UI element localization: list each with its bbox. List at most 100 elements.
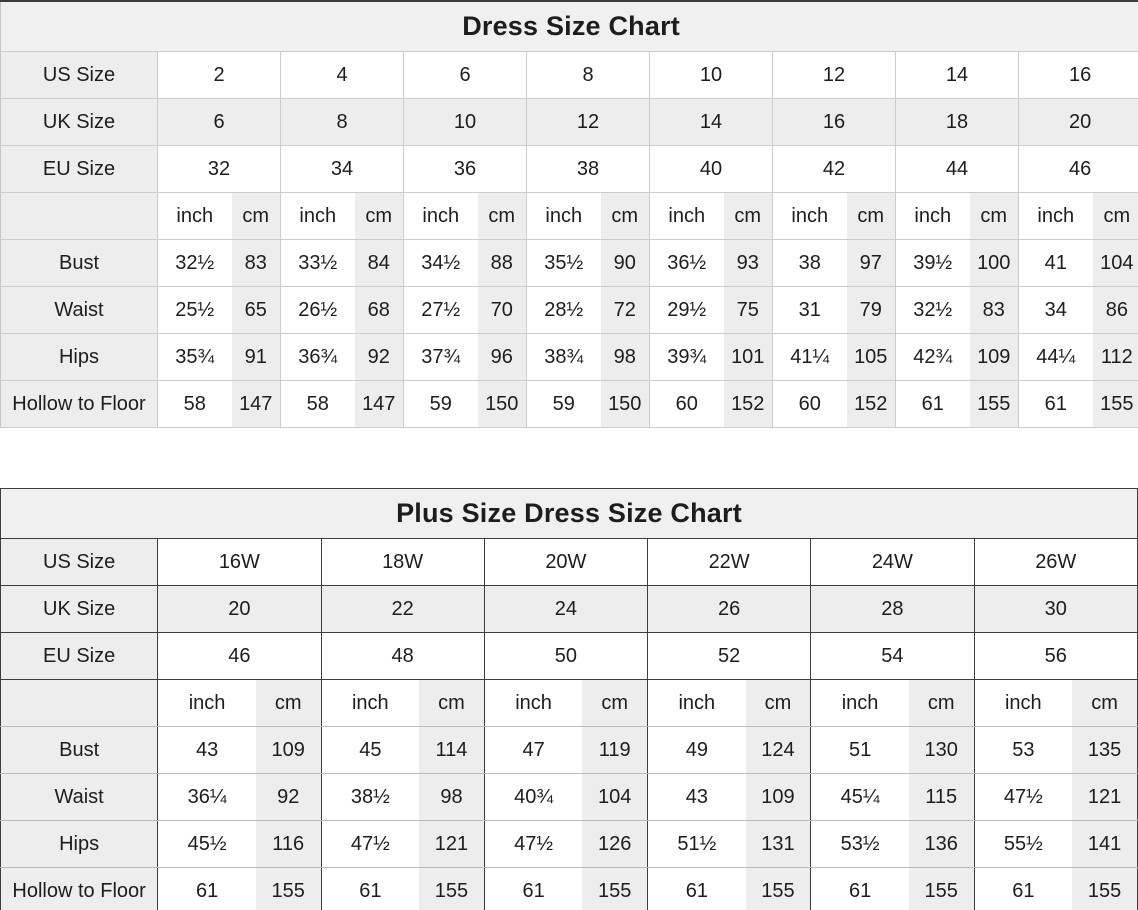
hollow-to-floor-label: Hollow to Floor (0, 867, 158, 910)
bust-inch-value: 41 (1018, 239, 1093, 287)
hollow-to-floor-cm-value: 152 (723, 380, 773, 428)
eu-size-value: 42 (772, 145, 896, 193)
waist-inch-value: 26½ (280, 286, 355, 334)
bust-inch-value: 33½ (280, 239, 355, 287)
eu-size-value: 52 (646, 632, 811, 680)
us-size-value: 4 (280, 51, 404, 99)
bust-cm-value: 114 (419, 726, 485, 774)
hips-cm-value: 98 (600, 333, 650, 381)
hollow-to-floor-row: Hollow to Floor 61 155 61 155 61 155 61 155 61 155… (0, 867, 1138, 910)
waist-cm-value: 115 (908, 773, 974, 821)
hollow-to-floor-inch-value: 61 (483, 867, 583, 910)
waist-inch-value: 45¼ (810, 773, 909, 821)
hips-inch-value: 47½ (483, 820, 583, 868)
bust-cm-value: 104 (1092, 239, 1138, 287)
bust-cm-value: 88 (477, 239, 527, 287)
hips-label: Hips (0, 333, 158, 381)
inch-unit-header: inch (526, 192, 601, 240)
hips-cm-value: 131 (745, 820, 811, 868)
waist-inch-value: 31 (772, 286, 847, 334)
us-size-value: 26W (973, 538, 1138, 586)
us-size-value: 16 (1017, 51, 1138, 99)
hips-cm-value: 136 (908, 820, 974, 868)
bust-cm-value: 109 (255, 726, 321, 774)
hips-inch-value: 55½ (973, 820, 1073, 868)
waist-cm-value: 79 (846, 286, 896, 334)
uk-size-value: 22 (320, 585, 485, 633)
bust-inch-value: 43 (157, 726, 256, 774)
cm-unit-header: cm (231, 192, 281, 240)
waist-cm-value: 86 (1092, 286, 1138, 334)
cm-unit-header: cm (969, 192, 1019, 240)
waist-cm-value: 65 (231, 286, 281, 334)
hollow-to-floor-cm-value: 155 (1072, 867, 1138, 910)
eu-size-value: 46 (1017, 145, 1138, 193)
waist-cm-value: 109 (745, 773, 811, 821)
waist-inch-value: 28½ (526, 286, 601, 334)
us-size-value: 16W (157, 538, 321, 586)
bust-cm-value: 119 (582, 726, 648, 774)
table-title: Plus Size Dress Size Chart (0, 488, 1138, 539)
uk-size-value: 28 (810, 585, 974, 633)
uk-size-value: 20 (157, 585, 321, 633)
inch-unit-header: inch (157, 679, 256, 727)
bust-inch-value: 36½ (649, 239, 724, 287)
table-title: Dress Size Chart (0, 1, 1138, 52)
waist-row: Waist 36¼ 92 38½ 98 40¾ 104 43 109 45¼ 115 47½ 121 (0, 773, 1138, 821)
waist-inch-value: 40¾ (483, 773, 583, 821)
bust-inch-value: 35½ (526, 239, 601, 287)
bust-cm-value: 93 (723, 239, 773, 287)
cm-unit-header: cm (255, 679, 321, 727)
us-size-value: 6 (403, 51, 527, 99)
hollow-to-floor-inch-value: 60 (649, 380, 724, 428)
uk-size-value: 12 (526, 98, 650, 146)
hips-cm-value: 101 (723, 333, 773, 381)
waist-row: Waist 25½ 65 26½ 68 27½ 70 28½ 72 29½ 75 31 79 32½ 83 3… (0, 286, 1138, 334)
hips-inch-value: 53½ (810, 820, 909, 868)
eu-size-value: 56 (973, 632, 1138, 680)
hollow-to-floor-inch-value: 61 (320, 867, 420, 910)
unit-header-row: inch cm inch cm inch cm inch cm inch cm inch cm inch… (0, 192, 1138, 240)
hollow-to-floor-cm-value: 155 (745, 867, 811, 910)
uk-size-value: 20 (1017, 98, 1138, 146)
inch-unit-header: inch (403, 192, 478, 240)
hips-cm-value: 121 (419, 820, 485, 868)
waist-inch-value: 43 (646, 773, 746, 821)
uk-size-value: 14 (649, 98, 773, 146)
hollow-to-floor-cm-value: 155 (255, 867, 321, 910)
eu-size-value: 48 (320, 632, 485, 680)
plus-size-dress-size-chart-table: Plus Size Dress Size Chart US Size 16W 18W… (0, 488, 1138, 910)
uk-size-value: 10 (403, 98, 527, 146)
uk-size-label: UK Size (0, 98, 158, 146)
waist-cm-value: 104 (582, 773, 648, 821)
cm-unit-header: cm (419, 679, 485, 727)
hips-cm-value: 116 (255, 820, 321, 868)
uk-size-value: 24 (483, 585, 648, 633)
hollow-to-floor-inch-value: 61 (895, 380, 970, 428)
cm-unit-header: cm (723, 192, 773, 240)
bust-cm-value: 90 (600, 239, 650, 287)
hollow-to-floor-cm-value: 147 (231, 380, 281, 428)
dress-size-chart-body: Dress Size Chart US Size 2 4 6 8 10 12 14 16 UK S… (0, 1, 1138, 428)
uk-size-value: 8 (280, 98, 404, 146)
inch-unit-header: inch (810, 679, 909, 727)
unit-header-empty-label (0, 192, 158, 240)
bust-cm-value: 130 (908, 726, 974, 774)
unit-header-empty-label (0, 679, 158, 727)
inch-unit-header: inch (320, 679, 420, 727)
hollow-to-floor-inch-value: 59 (403, 380, 478, 428)
hollow-to-floor-inch-value: 59 (526, 380, 601, 428)
table-title-row: Plus Size Dress Size Chart (0, 488, 1138, 539)
inch-unit-header: inch (157, 192, 232, 240)
hips-label: Hips (0, 820, 158, 868)
hollow-to-floor-cm-value: 150 (600, 380, 650, 428)
cm-unit-header: cm (745, 679, 811, 727)
hollow-to-floor-cm-value: 155 (582, 867, 648, 910)
waist-cm-value: 121 (1072, 773, 1138, 821)
eu-size-value: 44 (895, 145, 1019, 193)
us-size-value: 12 (772, 51, 896, 99)
cm-unit-header: cm (1092, 192, 1138, 240)
us-size-value: 8 (526, 51, 650, 99)
hollow-to-floor-inch-value: 58 (280, 380, 355, 428)
eu-size-label: EU Size (0, 632, 158, 680)
